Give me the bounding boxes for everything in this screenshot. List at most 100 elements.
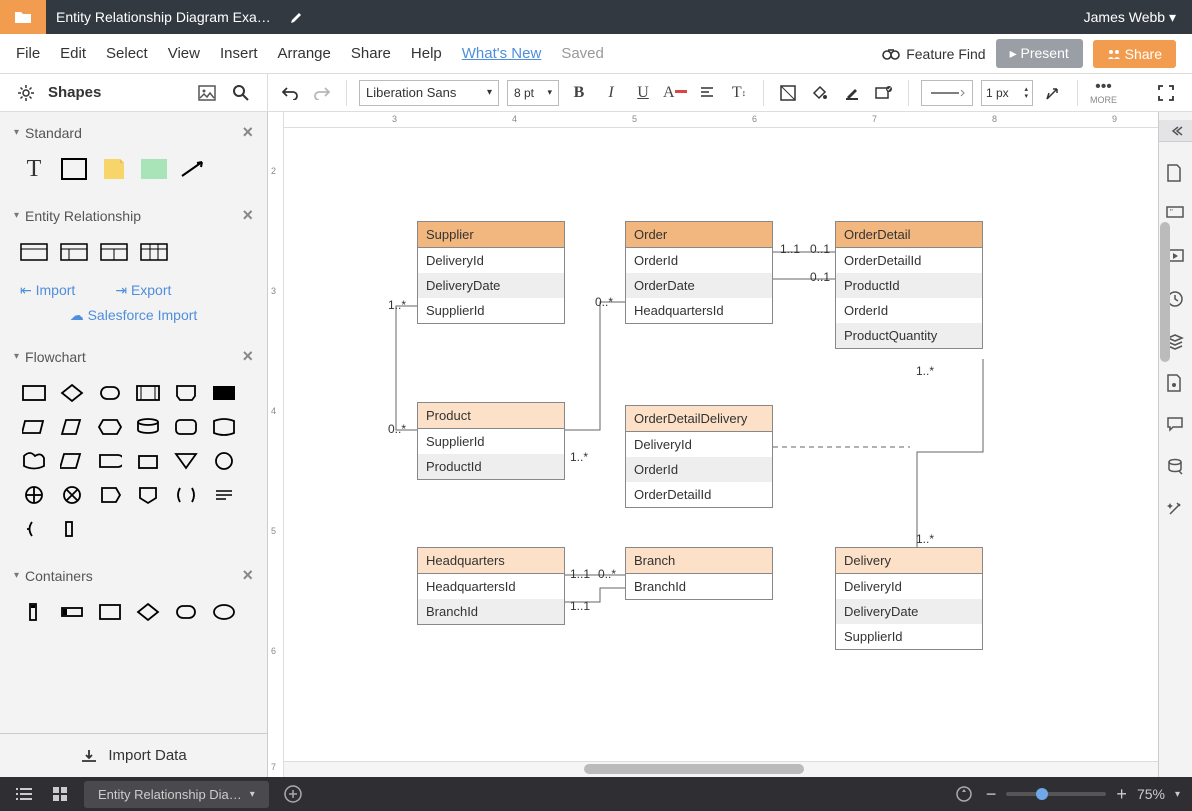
document-tab[interactable]: Entity Relationship Dia… ▾ — [84, 781, 269, 808]
align-icon[interactable] — [695, 81, 719, 105]
close-icon[interactable]: × — [242, 205, 253, 226]
flowchart-shape-12[interactable] — [20, 449, 48, 473]
flowchart-shape-1[interactable] — [58, 381, 86, 405]
zoom-label[interactable]: 75% — [1137, 786, 1165, 802]
entity-order[interactable]: OrderOrderIdOrderDateHeadquartersId — [625, 221, 773, 324]
entity-orderdetaildelivery[interactable]: OrderDetailDeliveryDeliveryIdOrderIdOrde… — [625, 405, 773, 508]
flowchart-shape-5[interactable] — [210, 381, 238, 405]
flowchart-shape-10[interactable] — [172, 415, 200, 439]
entity-delivery[interactable]: DeliveryDeliveryIdDeliveryDateSupplierId — [835, 547, 983, 650]
italic-icon[interactable]: I — [599, 81, 623, 105]
import-link[interactable]: ⇤ Import — [20, 282, 75, 299]
entity-branch[interactable]: BranchBranchId — [625, 547, 773, 600]
underline-icon[interactable]: U — [631, 81, 655, 105]
fullscreen-icon[interactable] — [1154, 81, 1178, 105]
flowchart-shape-18[interactable] — [20, 483, 48, 507]
er-shape-4[interactable] — [140, 240, 168, 264]
entity-headquarters[interactable]: HeadquartersHeadquartersIdBranchId — [417, 547, 565, 625]
export-link[interactable]: ⇥ Export — [115, 282, 171, 299]
container-shape-3[interactable] — [134, 600, 162, 624]
er-shape-2[interactable] — [60, 240, 88, 264]
menu-select[interactable]: Select — [106, 45, 148, 62]
flowchart-shape-3[interactable] — [134, 381, 162, 405]
folder-icon[interactable] — [0, 0, 46, 34]
er-shape-1[interactable] — [20, 240, 48, 264]
flowchart-shape-0[interactable] — [20, 381, 48, 405]
flowchart-shape-7[interactable] — [58, 415, 86, 439]
menu-help[interactable]: Help — [411, 45, 442, 62]
flowchart-shape-4[interactable] — [172, 381, 200, 405]
undo-icon[interactable] — [278, 81, 302, 105]
flowchart-shape-19[interactable] — [58, 483, 86, 507]
grid-view-icon[interactable] — [48, 782, 72, 806]
edit-title-icon[interactable] — [285, 5, 309, 29]
flowchart-shape-23[interactable] — [210, 483, 238, 507]
er-shape-3[interactable] — [100, 240, 128, 264]
rect-shape[interactable] — [60, 157, 88, 181]
flowchart-shape-17[interactable] — [210, 449, 238, 473]
line-style-select[interactable] — [921, 80, 973, 106]
flowchart-shape-14[interactable] — [96, 449, 124, 473]
font-select[interactable]: Liberation Sans▾ — [359, 80, 499, 106]
flowchart-shape-11[interactable] — [210, 415, 238, 439]
flowchart-shape-16[interactable] — [172, 449, 200, 473]
import-data-button[interactable]: Import Data — [0, 733, 267, 777]
expand-panel-icon[interactable] — [1159, 120, 1192, 142]
font-size-select[interactable]: 8 pt▾ — [507, 80, 559, 106]
container-shape-1[interactable] — [58, 600, 86, 624]
menu-share[interactable]: Share — [351, 45, 391, 62]
close-icon[interactable]: × — [242, 565, 253, 586]
entity-product[interactable]: ProductSupplierIdProductId — [417, 402, 565, 480]
flowchart-shape-25[interactable] — [58, 517, 86, 541]
flowchart-shape-2[interactable] — [96, 381, 124, 405]
flowchart-shape-13[interactable] — [58, 449, 86, 473]
note-shape[interactable] — [100, 157, 128, 181]
list-view-icon[interactable] — [12, 782, 36, 806]
section-flowchart[interactable]: ▾ Flowchart × — [0, 336, 267, 377]
container-shape-4[interactable] — [172, 600, 200, 624]
flowchart-shape-22[interactable] — [172, 483, 200, 507]
menu-edit[interactable]: Edit — [60, 45, 86, 62]
menu-arrange[interactable]: Arrange — [278, 45, 331, 62]
arrow-shape[interactable] — [180, 157, 208, 181]
close-icon[interactable]: × — [242, 122, 253, 143]
canvas[interactable]: SupplierDeliveryIdDeliveryDateSupplierId… — [284, 128, 1158, 761]
feature-find[interactable]: Feature Find — [882, 46, 985, 62]
text-color-icon[interactable]: A — [663, 81, 687, 105]
flowchart-shape-20[interactable] — [96, 483, 124, 507]
entity-supplier[interactable]: SupplierDeliveryIdDeliveryDateSupplierId — [417, 221, 565, 324]
present-button[interactable]: ▸ Present — [996, 39, 1083, 68]
page-icon[interactable] — [1166, 164, 1186, 184]
image-icon[interactable] — [195, 81, 219, 105]
flowchart-shape-6[interactable] — [20, 415, 48, 439]
user-menu[interactable]: James Webb ▾ — [1084, 9, 1192, 26]
zoom-out-icon[interactable]: − — [986, 784, 997, 805]
menu-file[interactable]: File — [16, 45, 40, 62]
search-icon[interactable] — [229, 81, 253, 105]
filled-rect-shape[interactable] — [140, 157, 168, 181]
vertical-scrollbar[interactable] — [1160, 222, 1170, 747]
document-title[interactable]: Entity Relationship Diagram Exa… — [46, 9, 281, 25]
horizontal-scrollbar[interactable] — [284, 761, 1158, 777]
shape-border-icon[interactable] — [776, 81, 800, 105]
flowchart-shape-15[interactable] — [134, 449, 162, 473]
entity-orderdetail[interactable]: OrderDetailOrderDetailIdProductIdOrderId… — [835, 221, 983, 349]
zoom-slider[interactable] — [1006, 792, 1106, 796]
menu-view[interactable]: View — [168, 45, 200, 62]
section-entity-relationship[interactable]: ▾ Entity Relationship × — [0, 195, 267, 236]
container-shape-5[interactable] — [210, 600, 238, 624]
text-options-icon[interactable]: T↕ — [727, 81, 751, 105]
line-arrow-icon[interactable] — [1041, 81, 1065, 105]
flowchart-shape-8[interactable] — [96, 415, 124, 439]
flowchart-shape-9[interactable] — [134, 415, 162, 439]
text-shape[interactable]: T — [20, 157, 48, 181]
fill-icon[interactable] — [808, 81, 832, 105]
flowchart-shape-24[interactable] — [20, 517, 48, 541]
close-icon[interactable]: × — [242, 346, 253, 367]
share-button[interactable]: Share — [1093, 40, 1176, 68]
salesforce-import-link[interactable]: ☁ Salesforce Import — [70, 307, 198, 323]
menu-insert[interactable]: Insert — [220, 45, 258, 62]
container-shape-2[interactable] — [96, 600, 124, 624]
menu-whats-new[interactable]: What's New — [462, 45, 542, 62]
flowchart-shape-21[interactable] — [134, 483, 162, 507]
